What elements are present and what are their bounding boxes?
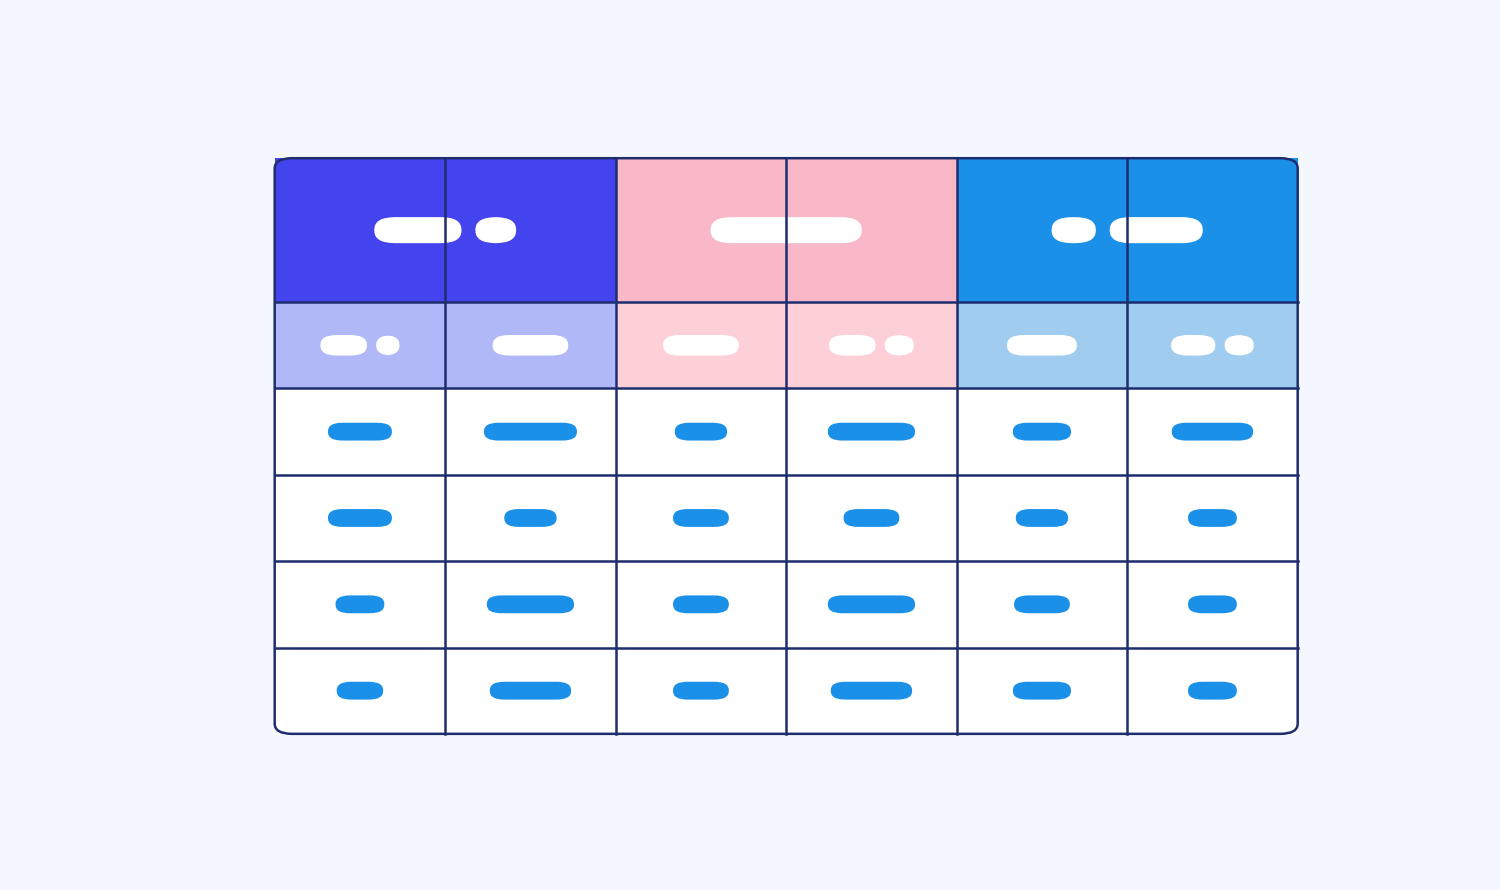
FancyBboxPatch shape xyxy=(489,682,572,700)
Bar xyxy=(274,562,446,648)
FancyBboxPatch shape xyxy=(1016,509,1068,527)
FancyBboxPatch shape xyxy=(1172,423,1252,441)
Bar xyxy=(274,474,446,562)
Bar xyxy=(615,648,786,734)
Bar xyxy=(786,388,957,474)
FancyBboxPatch shape xyxy=(711,217,861,243)
FancyBboxPatch shape xyxy=(1188,595,1237,613)
Bar xyxy=(1126,302,1298,388)
Bar xyxy=(446,474,615,562)
FancyBboxPatch shape xyxy=(1014,595,1070,613)
Bar xyxy=(446,562,615,648)
FancyBboxPatch shape xyxy=(1052,217,1096,243)
Bar xyxy=(615,474,786,562)
FancyBboxPatch shape xyxy=(376,335,399,356)
FancyBboxPatch shape xyxy=(1172,335,1215,356)
FancyBboxPatch shape xyxy=(1013,682,1071,700)
FancyBboxPatch shape xyxy=(1013,423,1071,441)
Bar xyxy=(446,648,615,734)
FancyBboxPatch shape xyxy=(1110,217,1203,243)
FancyBboxPatch shape xyxy=(1188,682,1237,700)
FancyBboxPatch shape xyxy=(484,423,578,441)
Bar xyxy=(1126,388,1298,474)
FancyBboxPatch shape xyxy=(674,509,729,527)
FancyBboxPatch shape xyxy=(675,423,728,441)
Bar xyxy=(957,388,1126,474)
Bar xyxy=(446,302,615,388)
Bar xyxy=(786,562,957,648)
FancyBboxPatch shape xyxy=(830,335,876,356)
Bar xyxy=(274,388,446,474)
Bar xyxy=(274,302,446,388)
Bar xyxy=(1126,474,1298,562)
Bar xyxy=(786,302,957,388)
FancyBboxPatch shape xyxy=(1188,509,1237,527)
Bar xyxy=(957,302,1126,388)
FancyBboxPatch shape xyxy=(828,423,915,441)
FancyBboxPatch shape xyxy=(488,595,574,613)
FancyBboxPatch shape xyxy=(476,217,516,243)
FancyBboxPatch shape xyxy=(321,335,368,356)
Bar xyxy=(615,158,957,302)
Bar xyxy=(446,388,615,474)
Bar xyxy=(957,158,1298,302)
FancyBboxPatch shape xyxy=(328,509,392,527)
Bar xyxy=(274,158,615,302)
FancyBboxPatch shape xyxy=(492,335,568,356)
FancyBboxPatch shape xyxy=(336,595,384,613)
Bar xyxy=(786,648,957,734)
Bar xyxy=(274,648,446,734)
FancyBboxPatch shape xyxy=(328,423,392,441)
Bar xyxy=(615,302,786,388)
Bar xyxy=(615,562,786,648)
Bar xyxy=(1126,648,1298,734)
Bar xyxy=(615,388,786,474)
FancyBboxPatch shape xyxy=(375,217,462,243)
FancyBboxPatch shape xyxy=(1224,335,1254,356)
FancyBboxPatch shape xyxy=(843,509,900,527)
FancyBboxPatch shape xyxy=(274,158,1298,734)
FancyBboxPatch shape xyxy=(674,682,729,700)
Bar xyxy=(957,648,1126,734)
FancyBboxPatch shape xyxy=(504,509,556,527)
FancyBboxPatch shape xyxy=(831,682,912,700)
Bar xyxy=(957,474,1126,562)
Bar xyxy=(1126,562,1298,648)
FancyBboxPatch shape xyxy=(828,595,915,613)
Bar xyxy=(957,562,1126,648)
FancyBboxPatch shape xyxy=(663,335,738,356)
Bar xyxy=(786,474,957,562)
FancyBboxPatch shape xyxy=(674,595,729,613)
FancyBboxPatch shape xyxy=(336,682,382,700)
FancyBboxPatch shape xyxy=(1007,335,1077,356)
FancyBboxPatch shape xyxy=(885,335,914,356)
